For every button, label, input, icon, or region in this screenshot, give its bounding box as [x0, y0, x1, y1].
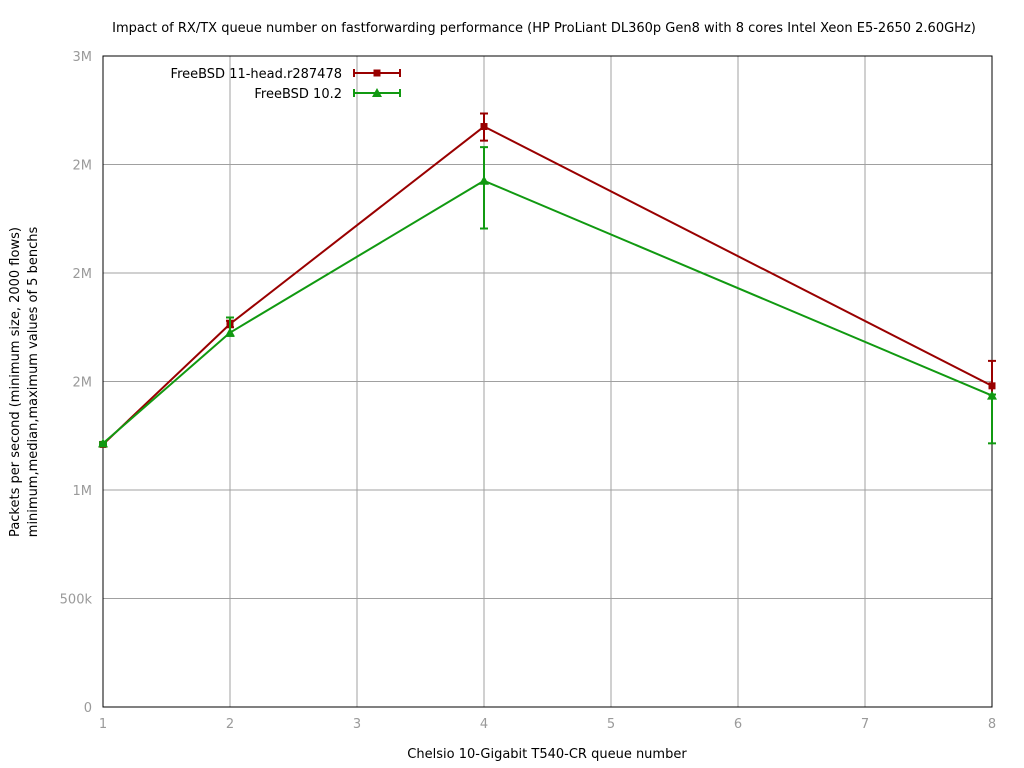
x-tick-label: 3	[353, 717, 361, 732]
series-2	[98, 146, 997, 448]
y-tick-label: 2M	[73, 267, 93, 282]
error-bar	[988, 359, 996, 396]
grid	[102, 55, 993, 708]
data-point	[987, 390, 997, 400]
y-axis-label-line-1: Packets per second (minimum size, 2000 f…	[8, 227, 23, 537]
data-point	[988, 382, 996, 390]
y-tick-label: 0	[84, 701, 92, 716]
legend-label: FreeBSD 10.2	[254, 87, 342, 102]
y-axis-label: Packets per second (minimum size, 2000 f…	[8, 227, 41, 538]
legend: FreeBSD 11-head.r287478 FreeBSD 10.2	[171, 67, 401, 102]
series-line	[102, 179, 993, 445]
data-point	[480, 123, 488, 131]
x-tick-label: 1	[99, 717, 107, 732]
series	[98, 112, 997, 448]
x-tick-label: 7	[861, 717, 869, 732]
tick-labels: 1 2 3 4 5 6 7 8 0 500k 1M 2M 2M 2M 3M	[60, 50, 996, 732]
x-tick-label: 2	[226, 717, 234, 732]
x-tick-label: 8	[988, 717, 996, 732]
data-point	[225, 327, 235, 337]
data-point	[479, 175, 489, 185]
legend-item-1: FreeBSD 11-head.r287478	[171, 67, 401, 82]
y-axis-label-line-2: minimum,median,maximum values of 5 bench…	[26, 227, 41, 538]
series-line	[102, 125, 993, 446]
y-tick-label: 2M	[73, 376, 93, 391]
legend-label: FreeBSD 11-head.r287478	[171, 67, 342, 82]
error-bar	[480, 146, 488, 230]
x-tick-label: 4	[480, 717, 488, 732]
y-tick-label: 2M	[73, 159, 93, 174]
series-1	[99, 112, 996, 448]
x-tick-label: 6	[734, 717, 742, 732]
x-axis-label: Chelsio 10-Gigabit T540-CR queue number	[407, 747, 687, 762]
legend-marker	[372, 88, 382, 97]
y-tick-label: 1M	[73, 484, 93, 499]
error-bar	[988, 393, 996, 445]
data-point	[98, 438, 108, 448]
legend-marker	[373, 69, 381, 77]
y-tick-label: 3M	[73, 50, 93, 65]
chart-title: Impact of RX/TX queue number on fastforw…	[112, 21, 976, 36]
x-tick-label: 5	[607, 717, 615, 732]
legend-item-2: FreeBSD 10.2	[254, 87, 401, 102]
y-tick-label: 500k	[60, 593, 93, 608]
